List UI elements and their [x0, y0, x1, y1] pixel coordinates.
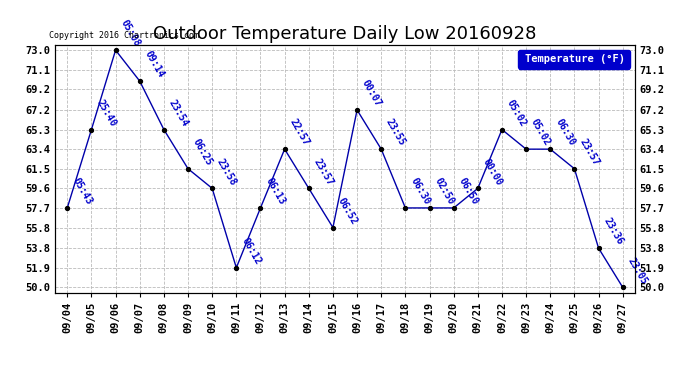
Text: 06:25: 06:25: [191, 137, 215, 168]
Point: [327, 225, 338, 231]
Text: 05:02: 05:02: [529, 117, 553, 148]
Text: 23:36: 23:36: [602, 216, 625, 247]
Text: 05:08: 05:08: [119, 18, 142, 49]
Text: 00:00: 00:00: [481, 157, 504, 187]
Point: [303, 185, 314, 191]
Point: [134, 78, 145, 84]
Text: 06:50: 06:50: [457, 176, 480, 207]
Point: [400, 205, 411, 211]
Text: 06:13: 06:13: [264, 176, 287, 207]
Point: [375, 146, 386, 152]
Text: 00:07: 00:07: [360, 78, 384, 109]
Title: Outdoor Temperature Daily Low 20160928: Outdoor Temperature Daily Low 20160928: [153, 26, 537, 44]
Point: [545, 146, 556, 152]
Point: [448, 205, 460, 211]
Text: 05:43: 05:43: [70, 176, 94, 207]
Text: 06:52: 06:52: [336, 196, 359, 226]
Point: [230, 265, 241, 271]
Point: [351, 107, 363, 113]
Text: 23:57: 23:57: [578, 137, 601, 168]
Text: 23:05: 23:05: [626, 256, 649, 286]
Point: [569, 166, 580, 172]
Point: [110, 47, 121, 53]
Point: [497, 127, 508, 133]
Text: 09:14: 09:14: [143, 50, 166, 80]
Text: 06:30: 06:30: [408, 176, 432, 207]
Text: 06:30: 06:30: [553, 117, 577, 148]
Text: 23:54: 23:54: [167, 98, 190, 128]
Text: 02:50: 02:50: [433, 176, 456, 207]
Text: 06:12: 06:12: [239, 236, 263, 267]
Text: 05:02: 05:02: [505, 98, 529, 128]
Text: 25:40: 25:40: [95, 98, 118, 128]
Point: [472, 185, 483, 191]
Point: [182, 166, 193, 172]
Point: [207, 185, 218, 191]
Legend: Temperature (°F): Temperature (°F): [518, 50, 629, 69]
Point: [593, 245, 604, 251]
Point: [255, 205, 266, 211]
Point: [159, 127, 170, 133]
Point: [62, 205, 73, 211]
Point: [520, 146, 531, 152]
Point: [424, 205, 435, 211]
Text: 23:58: 23:58: [215, 157, 239, 187]
Text: Copyright 2016 Chartronics.com: Copyright 2016 Chartronics.com: [50, 31, 199, 40]
Point: [279, 146, 290, 152]
Point: [617, 284, 628, 290]
Text: 23:57: 23:57: [312, 157, 335, 187]
Text: 23:55: 23:55: [384, 117, 408, 148]
Point: [86, 127, 97, 133]
Text: 22:57: 22:57: [288, 117, 311, 148]
